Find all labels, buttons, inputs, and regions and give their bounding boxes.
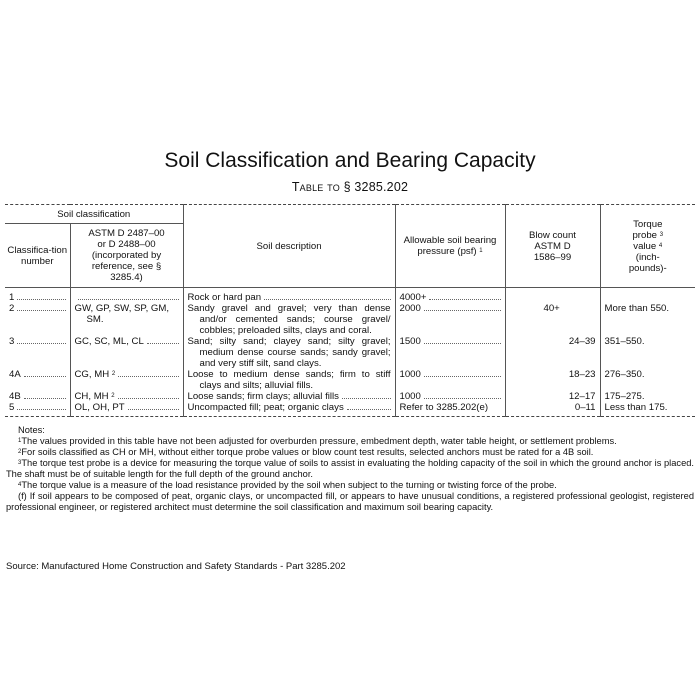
cell-torque: More than 550.: [599, 303, 695, 336]
cell-class-number: 1: [5, 288, 70, 303]
cell-torque: 351–550.: [599, 336, 695, 369]
cell-description: Uncompacted fill; peat; organic clays: [182, 402, 395, 417]
cell-description: Rock or hard pan: [182, 287, 395, 303]
cell-blow-count: 18–23: [504, 369, 600, 391]
header-blow-count: Blow count ASTM D 1586–99: [504, 204, 600, 288]
cell-class-number: 3: [5, 336, 70, 369]
table-row: 4A CG, MH 2 Loose to medium dense sands; f…: [5, 369, 695, 391]
cell-pressure: 1000: [394, 369, 505, 391]
note-4: 4The torque value is a measure of the lo…: [18, 480, 557, 490]
note-2: 2For soils classified as CH or MH, witho…: [18, 447, 594, 457]
cell-pressure: Refer to 3285.202(e): [394, 402, 505, 417]
note-1: 1The values provided in this table have …: [18, 436, 617, 446]
table-row: 2 GW, GP, SW, SP, GM, SM. Sandy gravel and…: [5, 303, 695, 336]
table-row: 1 Rock or hard pan 4000+: [5, 287, 695, 303]
page-title: Soil Classification and Bearing Capacity: [164, 149, 536, 172]
cell-class-number: 2: [5, 303, 70, 336]
cell-astm: CG, MH 2: [69, 369, 183, 391]
cell-torque: [599, 287, 695, 303]
cell-description: Loose sands; firm clays; alluvial fills: [182, 391, 395, 402]
notes-heading: Notes:: [18, 425, 45, 435]
cell-astm: CH, MH 2: [69, 391, 183, 402]
cell-torque: 175–275.: [599, 391, 695, 402]
note-f: (f) If soil appears to be composed of pe…: [6, 491, 694, 512]
cell-pressure: 2000: [394, 303, 505, 336]
cell-blow-count: 0–11: [504, 402, 600, 417]
header-pressure: Allowable soil bearing pressure (psf) 1: [394, 204, 505, 288]
cell-torque: 276–350.: [599, 369, 695, 391]
cell-description: Loose to medium dense sands; firm to sti…: [182, 369, 395, 391]
header-astm: ASTM D 2487–00 or D 2488–00 (incorporate…: [69, 223, 183, 288]
table-row: 4B CH, MH 2 Loose sands; firm clays; alluv…: [5, 391, 695, 402]
cell-class-number: 5: [5, 402, 70, 417]
cell-blow-count: [504, 287, 600, 303]
cell-blow-count: 24–39: [504, 336, 600, 369]
notes: Notes: 1The values provided in this tabl…: [6, 425, 694, 513]
header-description: Soil description: [182, 204, 395, 288]
header-class-number: Classifica-tion number: [5, 223, 70, 288]
cell-class-number: 4A: [5, 369, 70, 391]
cell-astm: OL, OH, PT: [69, 402, 183, 417]
cell-torque: Less than 175.: [599, 402, 695, 417]
header-soil-classification: Soil classification: [5, 204, 183, 224]
table-subtitle: Table to § 3285.202: [291, 180, 409, 194]
cell-description: Sand; silty sand; clayey sand; silty gra…: [182, 336, 395, 369]
cell-pressure: 4000+: [394, 287, 505, 303]
note-3: 3The torque test probe is a device for m…: [6, 458, 694, 479]
cell-astm: [69, 287, 183, 303]
cell-astm: GC, SC, ML, CL: [69, 336, 183, 369]
cell-blow-count: 12–17: [504, 391, 600, 402]
cell-blow-count: 40+: [504, 303, 600, 336]
table-row: 3 GC, SC, ML, CL Sand; silty sand; clayey …: [5, 336, 695, 369]
cell-class-number: 4B: [5, 391, 70, 402]
cell-astm: GW, GP, SW, SP, GM, SM.: [69, 303, 183, 336]
cell-pressure: 1000: [394, 391, 505, 402]
source-citation: Source: Manufactured Home Construction a…: [6, 561, 346, 572]
table-row: 5 OL, OH, PT Uncompacted fill; peat; organ…: [5, 402, 695, 417]
soil-table: Soil classification Soil description All…: [5, 204, 695, 417]
cell-pressure: 1500: [394, 336, 505, 369]
header-torque: Torque probe 3 value 4 (inch-pounds)-: [599, 204, 695, 288]
cell-description: Sandy gravel and gravel; very than dense…: [182, 303, 395, 336]
